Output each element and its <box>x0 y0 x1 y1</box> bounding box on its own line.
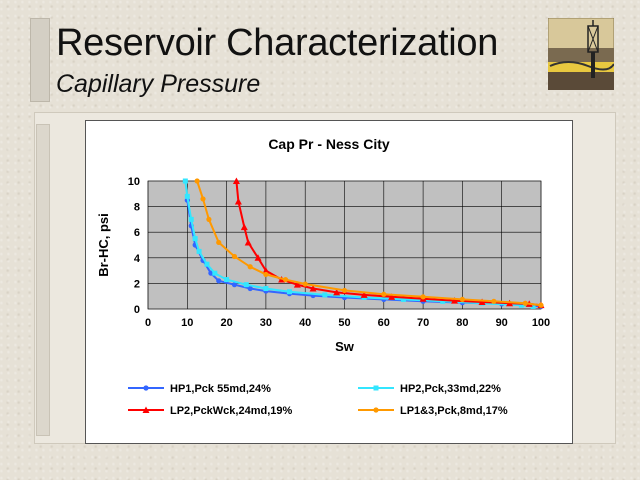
data-point <box>216 239 222 246</box>
data-point <box>263 286 269 292</box>
data-point <box>206 216 212 222</box>
data-point <box>262 267 270 274</box>
data-point <box>293 281 301 288</box>
data-point <box>381 291 387 297</box>
x-tick-label: 30 <box>260 317 272 329</box>
x-tick-label: 60 <box>378 317 390 329</box>
data-point <box>182 178 188 184</box>
data-point <box>204 261 210 267</box>
data-point <box>282 276 289 283</box>
x-tick-label: 80 <box>456 317 468 329</box>
y-tick-label: 4 <box>134 253 141 265</box>
data-point <box>231 253 238 260</box>
data-point <box>194 178 200 184</box>
series-line <box>196 180 542 307</box>
legend-marker <box>373 407 379 413</box>
legend-item: LP2,PckWck,24md,19% <box>128 405 293 417</box>
data-point <box>360 291 368 298</box>
axis-ticks: 0 10 20 30 40 50 60 70 80 90 100 0 2 4 6 8 10 <box>128 176 550 329</box>
x-tick-label: 40 <box>299 317 311 329</box>
data-point <box>286 289 292 295</box>
legend-marker <box>143 385 149 391</box>
y-tick-label: 6 <box>134 227 140 239</box>
x-tick-label: 70 <box>417 317 429 329</box>
x-axis-label: Sw <box>335 339 355 354</box>
data-point <box>341 287 348 294</box>
legend: HP1,Pck 55md,24% HP2,Pck,33md,22% LP2,PckW… <box>128 383 508 417</box>
x-tick-label: 100 <box>532 317 550 329</box>
data-point <box>400 296 406 302</box>
data-point <box>530 303 536 309</box>
chart-frame: Cap Pr - Ness City 0 10 20 30 40 50 60 70 80 90 10… <box>85 120 573 444</box>
data-point <box>522 300 528 306</box>
data-point <box>459 296 465 302</box>
data-point <box>188 216 194 222</box>
data-point <box>538 302 544 308</box>
data-point <box>451 297 459 304</box>
data-point <box>244 238 252 246</box>
data-point <box>200 196 206 202</box>
data-point <box>212 270 218 276</box>
x-tick-label: 20 <box>220 317 232 329</box>
capillary-pressure-chart: Cap Pr - Ness City 0 10 20 30 40 50 60 70 80 90 10… <box>96 136 550 417</box>
data-point <box>247 264 253 270</box>
series-line <box>235 180 542 307</box>
data-point <box>263 271 269 278</box>
panel-accent-strip <box>36 124 50 436</box>
chart-title: Cap Pr - Ness City <box>268 136 390 152</box>
title-accent-bar <box>30 18 50 102</box>
data-point <box>491 298 497 304</box>
data-point <box>196 248 202 254</box>
legend-label: LP2,PckWck,24md,19% <box>170 405 293 417</box>
data-point <box>224 277 230 283</box>
x-tick-label: 50 <box>338 317 350 329</box>
y-tick-label: 10 <box>128 176 140 188</box>
data-point <box>232 177 240 184</box>
data-point <box>440 298 446 304</box>
data-point <box>420 294 426 300</box>
data-point <box>302 281 308 287</box>
y-tick-label: 8 <box>134 202 140 214</box>
series-lines <box>182 177 545 310</box>
data-point <box>333 288 341 296</box>
data-point <box>234 197 242 205</box>
oil-rig-logo <box>548 18 614 90</box>
data-point <box>243 282 249 288</box>
legend-marker <box>142 406 150 413</box>
legend-label: HP1,Pck 55md,24% <box>170 383 271 395</box>
y-axis-label: Br-HC, psi <box>96 213 111 277</box>
data-point <box>184 193 190 199</box>
x-tick-label: 10 <box>181 317 193 329</box>
data-point <box>240 223 248 231</box>
legend-marker <box>373 385 379 391</box>
x-tick-label: 90 <box>496 317 508 329</box>
y-tick-label: 0 <box>134 304 140 316</box>
series-line <box>184 180 534 308</box>
x-tick-label: 0 <box>145 317 151 329</box>
data-point <box>216 278 222 284</box>
legend-label: HP2,Pck,33md,22% <box>400 383 501 395</box>
legend-item: LP1&3,Pck,8md,17% <box>358 405 508 417</box>
data-point <box>478 298 486 305</box>
legend-label: LP1&3,Pck,8md,17% <box>400 405 508 417</box>
y-tick-label: 2 <box>134 278 140 290</box>
legend-item: HP2,Pck,33md,22% <box>358 383 501 395</box>
data-point <box>247 285 253 292</box>
data-point <box>254 254 262 261</box>
data-point <box>208 270 214 276</box>
data-point <box>518 302 524 308</box>
slide-title: Reservoir Characterization <box>56 22 499 64</box>
data-point <box>192 236 198 242</box>
slide-subtitle: Capillary Pressure <box>56 70 261 98</box>
data-point <box>388 293 396 300</box>
data-point <box>309 285 317 292</box>
data-point <box>322 292 328 298</box>
data-point <box>231 282 238 288</box>
series-4 <box>194 178 544 308</box>
legend-item: HP1,Pck 55md,24% <box>128 383 271 395</box>
